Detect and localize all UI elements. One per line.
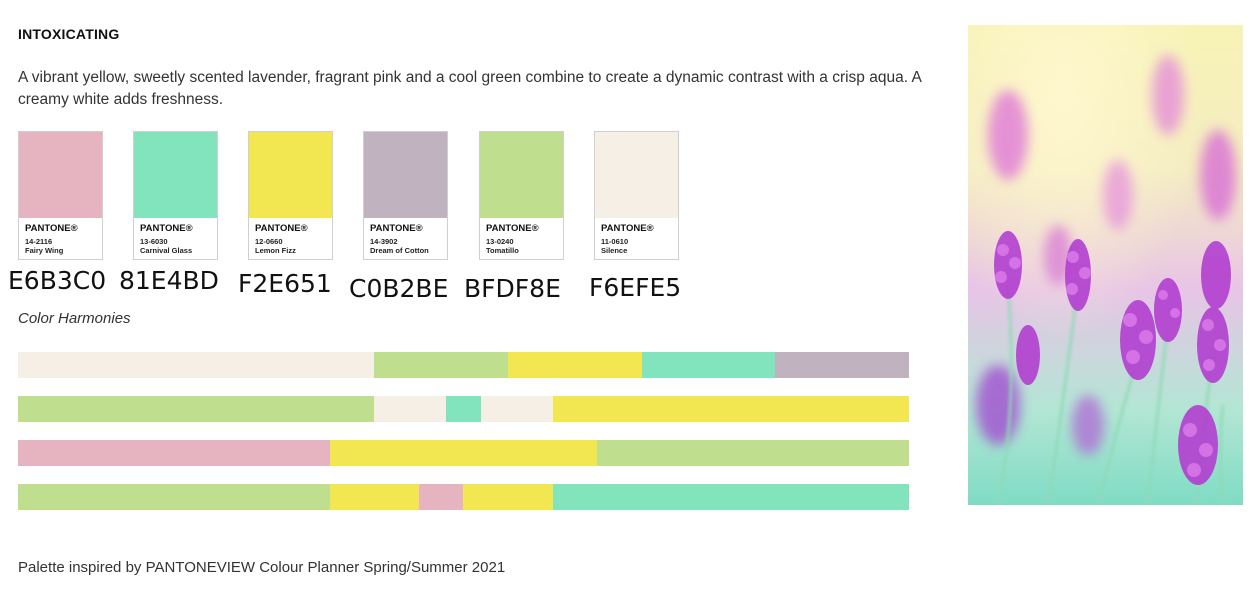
swatch-name: Silence bbox=[601, 246, 628, 255]
harmony-bar-1 bbox=[18, 352, 909, 378]
swatch-card-tomatillo: PANTONE® 13-0240 Tomatillo bbox=[479, 131, 564, 260]
harmony-segment bbox=[374, 352, 509, 378]
harmony-segment bbox=[641, 352, 776, 378]
harmony-segment bbox=[481, 396, 553, 422]
swatch-brand: PANTONE® bbox=[255, 223, 308, 234]
hex-label: BFDF8E bbox=[464, 274, 561, 303]
swatch-code: 14-2116 bbox=[25, 237, 53, 246]
swatch-name: Carnival Glass bbox=[140, 246, 193, 255]
swatch-name: Tomatillo bbox=[486, 246, 519, 255]
color-harmonies-heading: Color Harmonies bbox=[18, 310, 131, 327]
harmony-segment bbox=[418, 484, 464, 510]
harmony-segment bbox=[552, 396, 909, 422]
palette-title: INTOXICATING bbox=[18, 26, 120, 42]
harmony-segment bbox=[552, 484, 909, 510]
hex-label: E6B3C0 bbox=[8, 266, 107, 295]
swatch-brand: PANTONE® bbox=[140, 223, 193, 234]
harmony-segment bbox=[775, 352, 909, 378]
swatch-chip bbox=[364, 132, 447, 218]
harmony-segment bbox=[18, 352, 375, 378]
harmony-segment bbox=[18, 396, 375, 422]
swatch-code: 14-3902 bbox=[370, 237, 398, 246]
swatch-code: 11-0610 bbox=[601, 237, 629, 246]
swatch-chip bbox=[19, 132, 102, 218]
swatch-code: 12-0660 bbox=[255, 237, 283, 246]
swatch-card-fairy-wing: PANTONE® 14-2116 Fairy Wing bbox=[18, 131, 103, 260]
hex-label: F6EFE5 bbox=[589, 273, 682, 302]
swatch-brand: PANTONE® bbox=[25, 223, 78, 234]
hex-label: F2E651 bbox=[238, 269, 332, 298]
hex-label: C0B2BE bbox=[349, 274, 449, 303]
harmony-bar-3 bbox=[18, 440, 909, 466]
palette-footer: Palette inspired by PANTONEVIEW Colour P… bbox=[18, 559, 506, 576]
swatch-card-dream-of-cotton: PANTONE® 14-3902 Dream of Cotton bbox=[363, 131, 448, 260]
swatch-chip bbox=[595, 132, 678, 218]
swatch-card-carnival-glass: PANTONE® 13-6030 Carnival Glass bbox=[133, 131, 218, 260]
harmony-bar-2 bbox=[18, 396, 909, 422]
lavender-photo bbox=[968, 25, 1243, 505]
harmony-segment bbox=[329, 484, 419, 510]
swatch-chip bbox=[249, 132, 332, 218]
swatch-brand: PANTONE® bbox=[486, 223, 539, 234]
harmony-segment bbox=[463, 484, 553, 510]
swatch-card-silence: PANTONE® 11-0610 Silence bbox=[594, 131, 679, 260]
palette-description: A vibrant yellow, sweetly scented lavend… bbox=[18, 69, 921, 108]
harmony-segment bbox=[18, 440, 330, 466]
swatch-chip bbox=[480, 132, 563, 218]
swatch-name: Dream of Cotton bbox=[370, 246, 429, 255]
swatch-brand: PANTONE® bbox=[601, 223, 654, 234]
hex-label: 81E4BD bbox=[119, 266, 219, 295]
harmony-segment bbox=[597, 440, 909, 466]
swatch-name: Lemon Fizz bbox=[255, 246, 296, 255]
harmony-segment bbox=[329, 440, 598, 466]
harmony-segment bbox=[18, 484, 330, 510]
harmony-segment bbox=[508, 352, 642, 378]
swatch-code: 13-6030 bbox=[140, 237, 168, 246]
harmony-bar-4 bbox=[18, 484, 909, 510]
swatch-card-lemon-fizz: PANTONE® 12-0660 Lemon Fizz bbox=[248, 131, 333, 260]
swatch-name: Fairy Wing bbox=[25, 246, 64, 255]
swatch-code: 13-0240 bbox=[486, 237, 514, 246]
swatch-chip bbox=[134, 132, 217, 218]
swatch-brand: PANTONE® bbox=[370, 223, 423, 234]
harmony-segment bbox=[374, 396, 446, 422]
harmony-segment bbox=[445, 396, 482, 422]
